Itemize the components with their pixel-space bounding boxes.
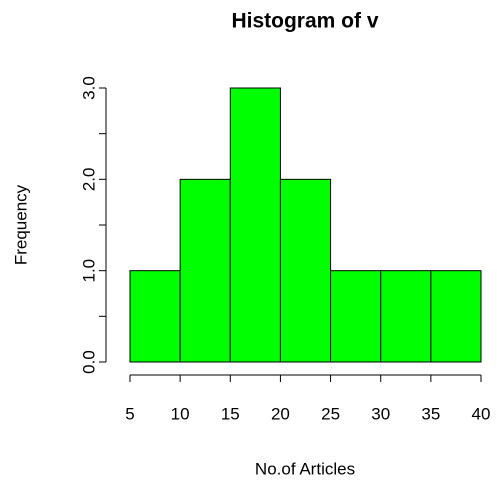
- bar: [129, 270, 181, 363]
- y-axis-label: Frequency: [11, 184, 30, 265]
- x-axis-label: No.of Articles: [255, 459, 355, 478]
- y-tick-label: 1.0: [79, 259, 98, 283]
- x-tick-label: 10: [171, 404, 190, 423]
- x-tick-label: 40: [472, 404, 491, 423]
- y-tick-label: 0.0: [79, 350, 98, 374]
- bar: [279, 178, 332, 363]
- bar: [330, 270, 382, 363]
- x-tick-label: 30: [371, 404, 390, 423]
- bar: [380, 270, 432, 363]
- chart-title: Histogram of v: [231, 10, 378, 33]
- x-tick-label: 15: [221, 404, 240, 423]
- bar: [430, 270, 482, 363]
- x-tick-label: 5: [125, 404, 134, 423]
- x-tick-label: 25: [321, 404, 340, 423]
- y-tick-label: 2.0: [79, 168, 98, 192]
- bar: [179, 178, 231, 363]
- x-tick-label: 35: [421, 404, 440, 423]
- y-tick-label: 3.0: [79, 76, 98, 100]
- x-tick-label: 20: [271, 404, 290, 423]
- bar: [229, 87, 281, 363]
